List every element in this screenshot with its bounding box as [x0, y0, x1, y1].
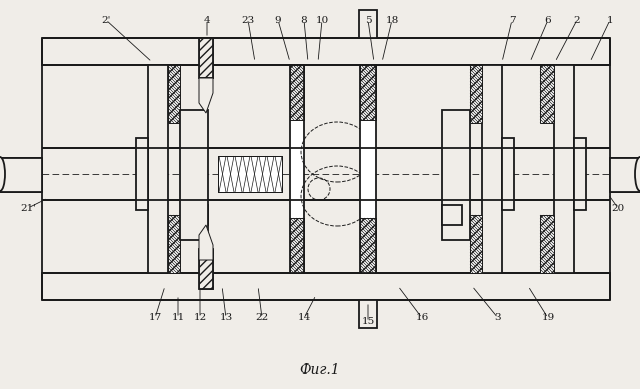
Text: 10: 10 [316, 16, 328, 25]
Text: 11: 11 [172, 314, 184, 322]
Bar [540, 215, 554, 273]
Bar [442, 205, 462, 225]
Bar [360, 65, 376, 273]
Bar [168, 65, 180, 123]
Bar [188, 205, 208, 225]
Bar [168, 215, 180, 273]
Text: 3: 3 [495, 314, 501, 322]
Polygon shape [199, 78, 213, 113]
Text: 14: 14 [298, 314, 310, 322]
Bar [218, 156, 282, 192]
Bar [359, 10, 377, 38]
Text: 2: 2 [573, 16, 580, 25]
Ellipse shape [635, 157, 640, 191]
Bar [360, 65, 376, 120]
Text: 9: 9 [275, 16, 282, 25]
Text: 21': 21' [20, 203, 36, 212]
Bar [482, 65, 502, 273]
Bar [290, 218, 304, 273]
Bar [359, 300, 377, 328]
Bar [360, 218, 376, 273]
Text: 22: 22 [255, 314, 269, 322]
Text: 17: 17 [148, 314, 162, 322]
Bar [0, 158, 42, 192]
Text: 6: 6 [545, 16, 551, 25]
Bar [470, 65, 482, 123]
Bar [180, 110, 208, 240]
Bar [470, 215, 482, 273]
Bar [42, 273, 610, 300]
Text: 13: 13 [220, 314, 232, 322]
Bar [199, 38, 213, 78]
Ellipse shape [0, 157, 5, 191]
Bar [136, 138, 148, 210]
Text: 2': 2' [101, 16, 111, 25]
Bar [540, 65, 554, 123]
Bar [290, 65, 304, 120]
Text: 7: 7 [509, 16, 515, 25]
Bar [290, 65, 304, 273]
Bar [199, 38, 213, 78]
Bar [42, 38, 610, 65]
Bar [442, 110, 470, 240]
Text: 15: 15 [362, 317, 374, 326]
Text: 4: 4 [204, 16, 211, 25]
Text: Фиг.1: Фиг.1 [300, 363, 340, 377]
Bar [554, 65, 574, 273]
Bar [148, 65, 168, 273]
Text: 12: 12 [193, 314, 207, 322]
Text: 19: 19 [541, 314, 555, 322]
Bar [199, 249, 213, 289]
Bar [199, 249, 213, 289]
Text: 8: 8 [301, 16, 307, 25]
Bar [610, 158, 640, 192]
Text: 23: 23 [241, 16, 255, 25]
Text: 20: 20 [611, 203, 625, 212]
Bar [502, 138, 514, 210]
Bar [574, 138, 586, 210]
Polygon shape [199, 225, 213, 260]
Text: 16: 16 [415, 314, 429, 322]
Text: 18: 18 [385, 16, 399, 25]
Text: 1: 1 [607, 16, 613, 25]
Text: 5: 5 [365, 16, 371, 25]
Bar [218, 156, 282, 192]
